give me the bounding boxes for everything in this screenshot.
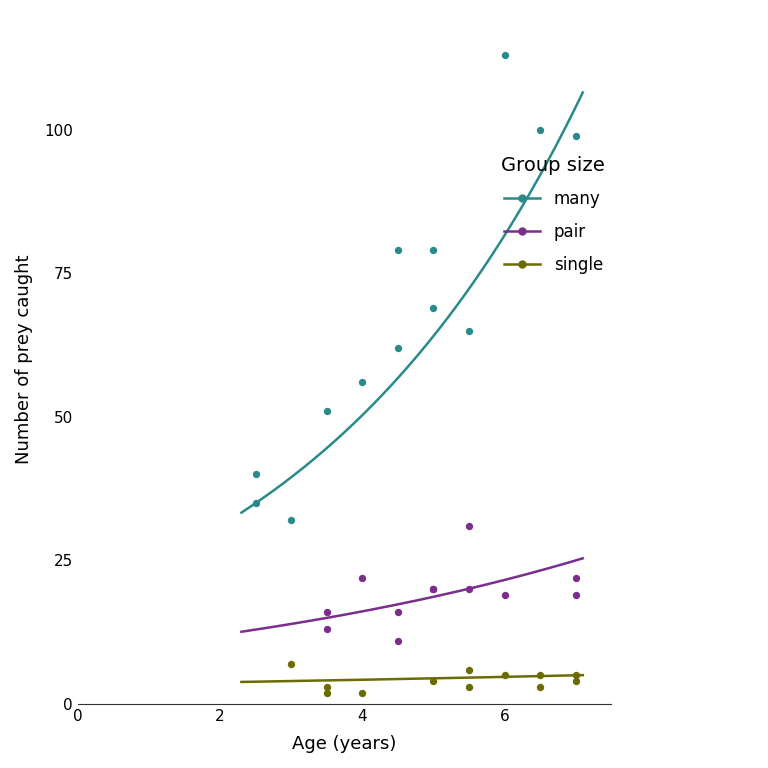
Point (320, 624, 333, 636)
Point (534, 124, 546, 136)
Point (463, 325, 475, 337)
Point (463, 664, 475, 676)
Point (570, 571, 582, 584)
Legend: many, pair, single: many, pair, single (493, 147, 614, 282)
Point (498, 589, 511, 601)
Point (392, 606, 404, 618)
Point (427, 583, 439, 595)
Point (570, 130, 582, 142)
Point (427, 302, 439, 314)
Point (570, 675, 582, 687)
Point (320, 606, 333, 618)
Point (498, 669, 511, 681)
Point (356, 571, 369, 584)
Point (356, 687, 369, 699)
Point (320, 687, 333, 699)
Point (285, 514, 297, 526)
Point (570, 589, 582, 601)
X-axis label: Age (years): Age (years) (293, 735, 397, 753)
Point (250, 497, 262, 509)
Point (392, 634, 404, 647)
Point (427, 675, 439, 687)
Point (250, 468, 262, 481)
Point (320, 680, 333, 693)
Y-axis label: Number of prey caught: Number of prey caught (15, 255, 33, 465)
Point (534, 680, 546, 693)
Point (427, 583, 439, 595)
Point (285, 657, 297, 670)
Point (463, 680, 475, 693)
Point (320, 405, 333, 417)
Point (534, 669, 546, 681)
Point (392, 244, 404, 257)
Point (392, 342, 404, 354)
Point (356, 376, 369, 389)
Point (498, 49, 511, 61)
Point (463, 583, 475, 595)
Point (463, 520, 475, 532)
Point (570, 669, 582, 681)
Point (427, 244, 439, 257)
